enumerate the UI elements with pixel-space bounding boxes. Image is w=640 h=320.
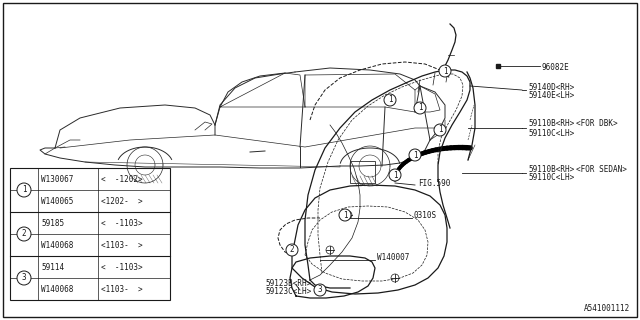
Circle shape [389, 169, 401, 181]
Text: 0310S: 0310S [414, 212, 437, 220]
Circle shape [434, 124, 446, 136]
Text: 1: 1 [418, 103, 422, 113]
Circle shape [326, 246, 334, 254]
Circle shape [286, 244, 298, 256]
Text: 1: 1 [413, 150, 417, 159]
Text: 2: 2 [22, 229, 26, 238]
Text: 1: 1 [342, 211, 348, 220]
Text: <1202-  >: <1202- > [101, 196, 143, 205]
Text: 59140E<LH>: 59140E<LH> [528, 92, 574, 100]
Text: 59185: 59185 [41, 219, 64, 228]
Text: 3: 3 [22, 274, 26, 283]
Circle shape [344, 211, 352, 219]
Bar [10, 168, 170, 300]
Text: 1: 1 [443, 67, 447, 76]
Circle shape [17, 227, 31, 241]
Text: <FOR DBK>: <FOR DBK> [576, 119, 618, 129]
Text: <FOR SEDAN>: <FOR SEDAN> [576, 164, 627, 173]
Circle shape [17, 271, 31, 285]
Text: 1: 1 [22, 186, 26, 195]
Text: FIG.590: FIG.590 [418, 179, 451, 188]
Text: 59123B<RH>: 59123B<RH> [265, 278, 311, 287]
Circle shape [391, 274, 399, 282]
Text: <  -1202>: < -1202> [101, 174, 143, 183]
Text: 59114: 59114 [41, 262, 64, 271]
Text: W140007: W140007 [377, 253, 410, 262]
Text: <  -1103>: < -1103> [101, 219, 143, 228]
Text: W130067: W130067 [41, 174, 74, 183]
Text: <  -1103>: < -1103> [101, 262, 143, 271]
Text: <1103-  >: <1103- > [101, 241, 143, 250]
Polygon shape [496, 64, 500, 68]
Circle shape [17, 183, 31, 197]
Text: W140065: W140065 [41, 196, 74, 205]
Text: <1103-  >: <1103- > [101, 284, 143, 293]
Text: 1: 1 [393, 171, 397, 180]
Text: 1: 1 [438, 125, 442, 134]
Text: A541001112: A541001112 [584, 304, 630, 313]
Text: 59140D<RH>: 59140D<RH> [528, 83, 574, 92]
Circle shape [314, 284, 326, 296]
Text: W140068: W140068 [41, 241, 74, 250]
Circle shape [409, 149, 421, 161]
Text: 59123C<LH>: 59123C<LH> [265, 287, 311, 297]
Text: 59110C<LH>: 59110C<LH> [528, 129, 574, 138]
Text: 96082E: 96082E [542, 62, 570, 71]
Text: W140068: W140068 [41, 284, 74, 293]
Circle shape [339, 209, 351, 221]
Text: 59110C<LH>: 59110C<LH> [528, 173, 574, 182]
Circle shape [439, 65, 451, 77]
Text: 1: 1 [388, 95, 392, 105]
Text: 59110B<RH>: 59110B<RH> [528, 164, 574, 173]
Circle shape [414, 102, 426, 114]
Text: 3: 3 [317, 285, 323, 294]
Circle shape [384, 94, 396, 106]
Text: 59110B<RH>: 59110B<RH> [528, 119, 574, 129]
Bar [350, 161, 375, 183]
Text: 2: 2 [290, 245, 294, 254]
